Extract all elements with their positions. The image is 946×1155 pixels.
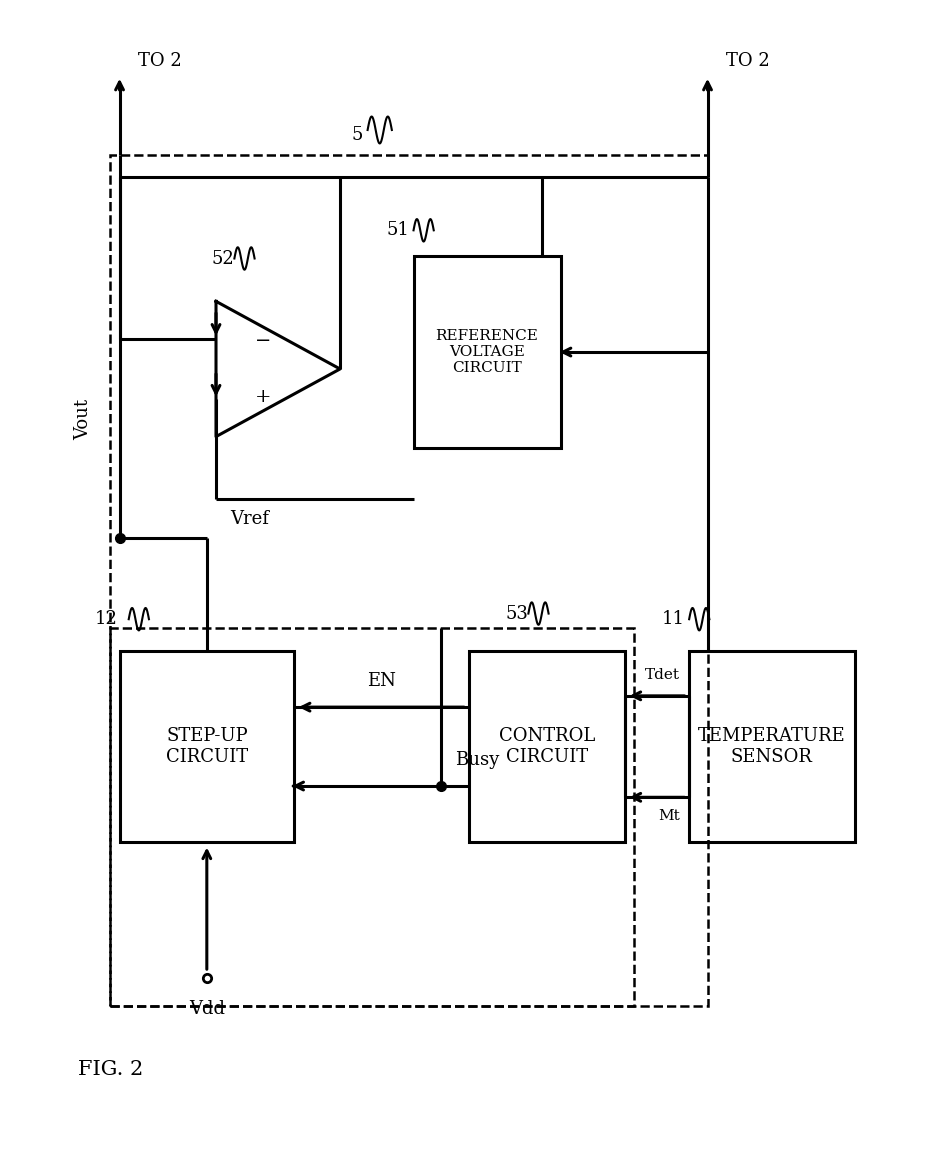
Text: 51: 51 [386,222,409,239]
Text: TO 2: TO 2 [726,52,769,70]
Text: 11: 11 [661,610,684,628]
Text: −: − [254,331,272,350]
Text: CONTROL
CIRCUIT: CONTROL CIRCUIT [499,728,594,766]
Text: Vout: Vout [74,400,92,440]
Text: +: + [254,388,272,407]
Text: EN: EN [367,672,395,691]
Text: TO 2: TO 2 [138,52,182,70]
Text: Vdd: Vdd [188,1000,225,1019]
Text: STEP-UP
CIRCUIT: STEP-UP CIRCUIT [166,728,248,766]
Bar [111,155,708,1006]
Text: Busy: Busy [455,751,499,769]
Text: 5: 5 [352,126,363,143]
Text: 53: 53 [505,604,528,623]
Text: TEMPERATURE
SENSOR: TEMPERATURE SENSOR [697,728,846,766]
Bar [413,256,560,448]
Text: Mt: Mt [657,808,679,822]
Bar [468,650,624,842]
Text: REFERENCE
VOLTAGE
CIRCUIT: REFERENCE VOLTAGE CIRCUIT [435,329,538,375]
Bar [119,650,294,842]
Text: 12: 12 [95,610,117,628]
Text: FIG. 2: FIG. 2 [79,1060,144,1079]
Text: Vref: Vref [230,509,269,528]
Text: Tdet: Tdet [644,669,679,683]
Text: 52: 52 [211,249,234,268]
Bar [689,650,854,842]
Bar [111,628,634,1006]
